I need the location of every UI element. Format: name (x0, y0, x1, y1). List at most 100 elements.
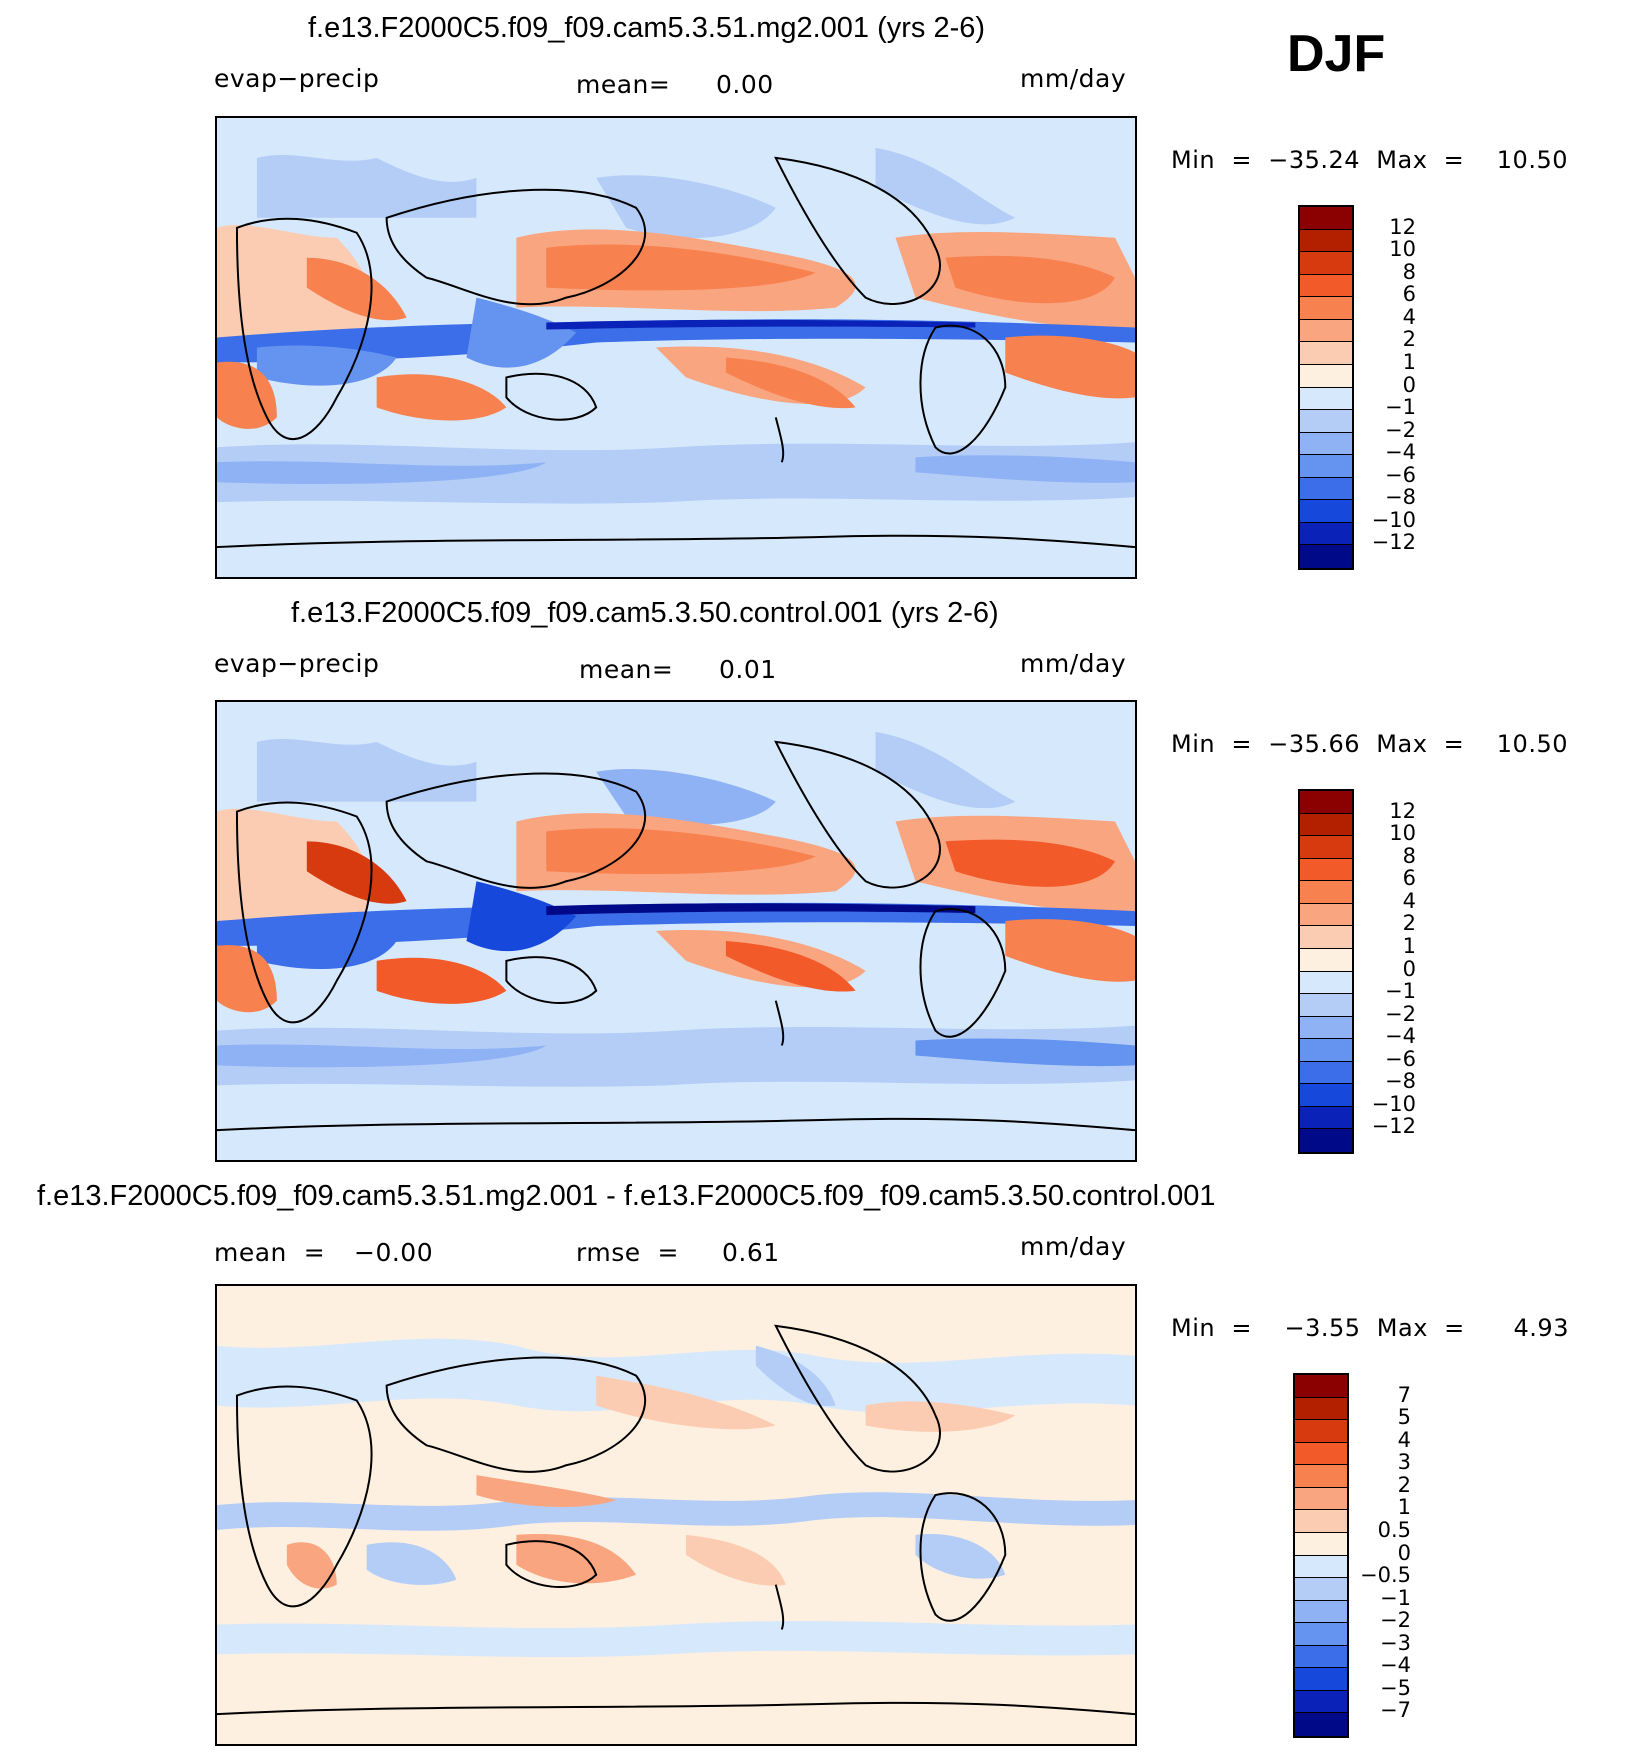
colorbar-segment (1300, 319, 1352, 343)
colorbar-segment (1295, 1645, 1347, 1669)
panel-1-title: f.e13.F2000C5.f09_f09.cam5.3.51.mg2.001 … (308, 12, 986, 44)
colorbar-segment (1295, 1442, 1347, 1466)
colorbar-tick-label: −2 (1380, 1608, 1411, 1633)
colorbar-segment (1295, 1487, 1347, 1511)
colorbar-segment (1295, 1420, 1347, 1443)
panel-2-map (215, 700, 1137, 1162)
colorbar-tick-label: −4 (1385, 440, 1416, 465)
panel-3-min-max: Min = −3.55 Max = 4.93 (1171, 1314, 1569, 1342)
colorbar-tick-label: 0 (1402, 956, 1416, 981)
panel-2-mean-label: mean= (579, 655, 674, 684)
colorbar-tick-label: −1 (1385, 395, 1416, 420)
season-label: DJF (1287, 25, 1386, 83)
panel-3-map (215, 1284, 1137, 1746)
colorbar-segment (1300, 926, 1352, 949)
colorbar-tick-label: 2 (1402, 327, 1416, 352)
panel-3-mean-label: mean = (214, 1238, 326, 1267)
panel-3-mean-value: −0.00 (354, 1238, 434, 1267)
colorbar-tick-label: 3 (1397, 1450, 1411, 1475)
panel-2-variable-label: evap−precip (214, 649, 380, 678)
colorbar-tick-label: 0 (1402, 372, 1416, 397)
colorbar-segment (1300, 229, 1352, 253)
colorbar-segment (1300, 455, 1352, 478)
panel-1-mean-label: mean= (576, 70, 671, 99)
colorbar-segment (1300, 1039, 1352, 1062)
colorbar-segment (1295, 1690, 1347, 1714)
colorbar-tick-label: 1 (1402, 933, 1416, 958)
colorbar-segment (1300, 881, 1352, 904)
colorbar-segment (1300, 252, 1352, 275)
colorbar-segment (1300, 971, 1352, 995)
colorbar-tick-label: 8 (1402, 259, 1416, 284)
colorbar-segment (1300, 1016, 1352, 1040)
panel-3-colorbar (1293, 1373, 1349, 1738)
colorbar-segment (1295, 1397, 1347, 1421)
panel-1-min-max: Min = −35.24 Max = 10.50 (1171, 146, 1568, 174)
colorbar-tick-label: 4 (1397, 1427, 1411, 1452)
panel-3-contour-map (217, 1286, 1135, 1744)
colorbar-segment (1300, 207, 1352, 230)
panel-3-units: mm/day (1020, 1232, 1127, 1261)
colorbar-tick-label: −8 (1385, 485, 1416, 510)
colorbar-tick-label: −10 (1371, 507, 1416, 532)
colorbar-tick-label: −10 (1371, 1091, 1416, 1116)
colorbar-tick-label: 4 (1402, 888, 1416, 913)
colorbar-tick-label: −12 (1371, 530, 1416, 555)
colorbar-segment (1300, 545, 1352, 568)
colorbar-segment (1300, 1061, 1352, 1085)
colorbar-segment (1300, 1106, 1352, 1130)
colorbar-segment (1300, 1084, 1352, 1107)
colorbar-tick-label: 2 (1402, 911, 1416, 936)
panel-2-colorbar (1298, 789, 1354, 1154)
panel-3-rmse-label: rmse = (576, 1238, 679, 1267)
colorbar-segment (1295, 1465, 1347, 1488)
panel-2-title: f.e13.F2000C5.f09_f09.cam5.3.50.control.… (291, 597, 999, 629)
panel-2-contour-map (217, 702, 1135, 1160)
colorbar-segment (1300, 903, 1352, 927)
colorbar-segment (1300, 500, 1352, 523)
colorbar-segment (1295, 1578, 1347, 1601)
colorbar-segment (1300, 432, 1352, 456)
panel-2-mean-value: 0.01 (719, 655, 777, 684)
colorbar-segment (1300, 364, 1352, 388)
colorbar-tick-label: 7 (1397, 1382, 1411, 1407)
colorbar-tick-label: 0 (1397, 1540, 1411, 1565)
panel-1-units: mm/day (1020, 64, 1127, 93)
colorbar-segment (1295, 1600, 1347, 1624)
panel-2-units: mm/day (1020, 649, 1127, 678)
colorbar-segment (1300, 410, 1352, 433)
panel-2-min-max: Min = −35.66 Max = 10.50 (1171, 730, 1568, 758)
colorbar-tick-label: 10 (1389, 237, 1416, 262)
colorbar-segment (1295, 1510, 1347, 1533)
colorbar-tick-label: 8 (1402, 843, 1416, 868)
colorbar-tick-label: 10 (1389, 821, 1416, 846)
colorbar-segment (1295, 1532, 1347, 1556)
colorbar-segment (1300, 813, 1352, 837)
colorbar-tick-label: 0.5 (1377, 1517, 1411, 1542)
colorbar-tick-label: −2 (1385, 417, 1416, 442)
colorbar-tick-label: 1 (1402, 349, 1416, 374)
colorbar-tick-label: −5 (1380, 1675, 1411, 1700)
colorbar-tick-label: 6 (1402, 866, 1416, 891)
panel-3-rmse-value: 0.61 (722, 1238, 780, 1267)
colorbar-tick-label: −7 (1380, 1698, 1411, 1723)
colorbar-tick-label: −1 (1380, 1585, 1411, 1610)
colorbar-segment (1300, 836, 1352, 859)
colorbar-segment (1295, 1713, 1347, 1736)
colorbar-tick-label: 2 (1397, 1472, 1411, 1497)
colorbar-segment (1295, 1375, 1347, 1398)
colorbar-segment (1300, 858, 1352, 882)
colorbar-tick-label: 12 (1389, 214, 1416, 239)
panel-1-variable-label: evap−precip (214, 64, 380, 93)
colorbar-tick-label: 5 (1397, 1405, 1411, 1430)
colorbar-segment (1295, 1668, 1347, 1691)
panel-1-contour-map (217, 118, 1135, 577)
panel-1-map (215, 116, 1137, 579)
colorbar-segment (1295, 1623, 1347, 1646)
colorbar-tick-label: −12 (1371, 1114, 1416, 1139)
colorbar-segment (1300, 297, 1352, 320)
colorbar-tick-label: 4 (1402, 304, 1416, 329)
colorbar-tick-label: −4 (1385, 1024, 1416, 1049)
panel-1-mean-value: 0.00 (716, 70, 774, 99)
colorbar-segment (1300, 477, 1352, 501)
